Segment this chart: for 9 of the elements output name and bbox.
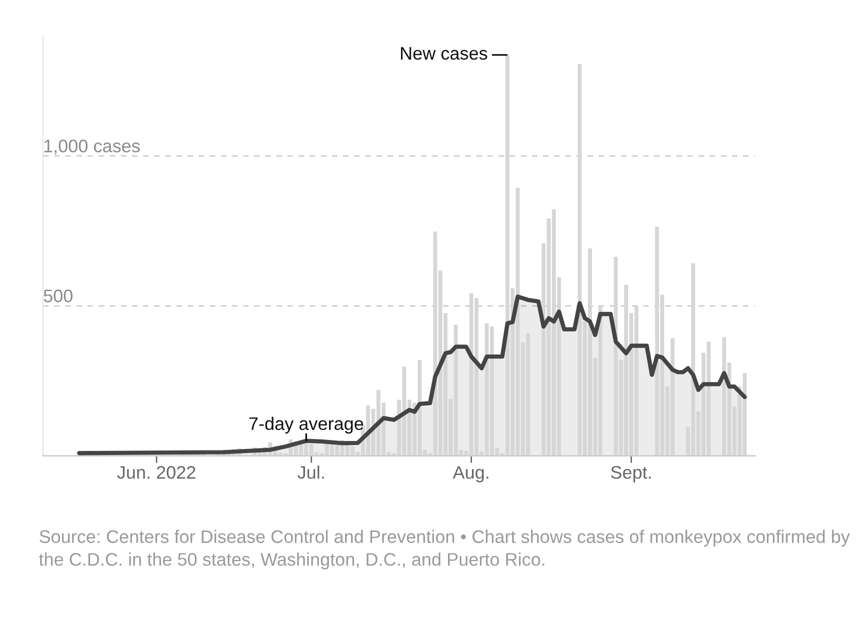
series-label: New cases <box>401 47 488 60</box>
x-tick-label: Jul. <box>298 466 324 479</box>
series-label: 7-day average <box>249 416 364 434</box>
y-tick-label: 1,000 cases <box>44 140 140 155</box>
x-tick-label: Sept. <box>611 466 651 482</box>
x-tick-label: Jun. 2022 <box>117 466 196 479</box>
y-tick-label: 500 <box>44 290 72 302</box>
x-tick-label: Aug. <box>452 466 488 482</box>
source-note: Source: Centers for Disease Control and Prevention • Chart shows cases of monkeypox confirmed by the C.D.C. in the 50 states, Washington, D.C., and Puerto Rico. <box>39 530 850 570</box>
